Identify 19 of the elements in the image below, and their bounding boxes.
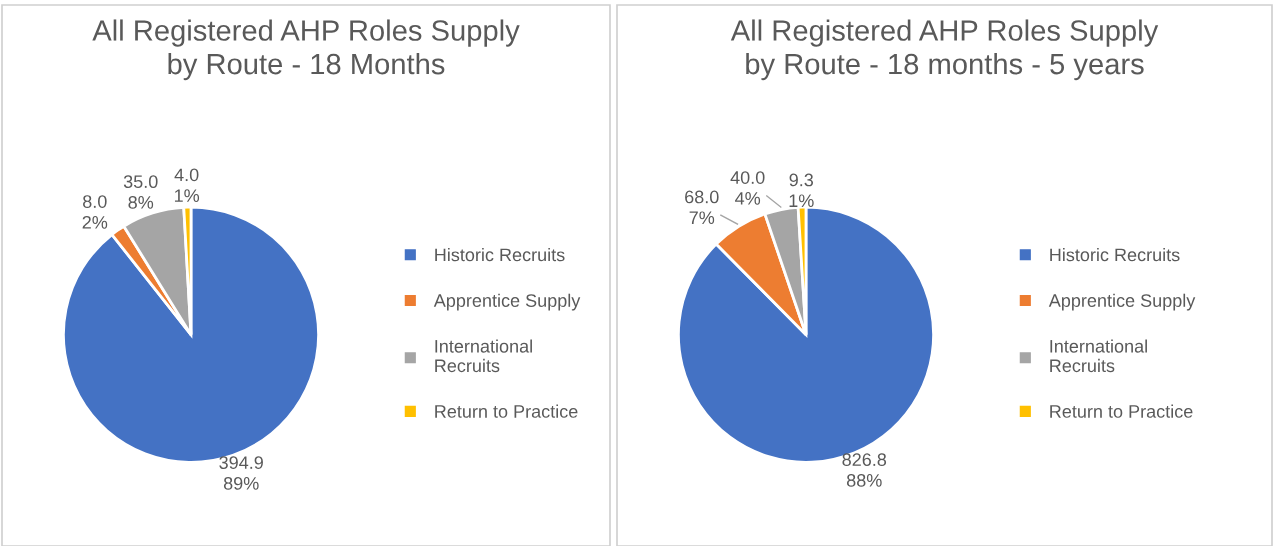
legend-label: Historic Recruits xyxy=(1050,247,1180,262)
data-label: 4.0 1% xyxy=(174,168,200,202)
legend-label: Return to Practice xyxy=(1050,404,1193,418)
legend-label: Historic Recruits xyxy=(435,247,565,262)
data-label: 40.0 4% xyxy=(730,171,765,205)
legend-label: Apprentice Supply xyxy=(1048,293,1196,311)
chart-title: All Registered AHP Roles Supply by Route - 18 Months xyxy=(92,19,520,81)
data-label: 826.8 88% xyxy=(842,453,887,487)
legend-label: Return to Practice xyxy=(435,404,578,418)
legend-label: International Recruits xyxy=(1050,339,1147,373)
data-label: 394.9 89% xyxy=(219,456,263,490)
data-label: 8.0 2% xyxy=(82,195,108,229)
chart-title: All Registered AHP Roles Supply by Route - 18 months - 5 years xyxy=(730,19,1159,81)
data-label: 68.0 7% xyxy=(685,190,719,225)
pie-slice xyxy=(677,205,935,464)
legend-label: International Recruits xyxy=(435,339,532,373)
legend-label: Apprentice Supply xyxy=(433,293,581,311)
data-label: 35.0 8% xyxy=(123,175,158,209)
data-label: 9.3 1% xyxy=(789,173,814,208)
